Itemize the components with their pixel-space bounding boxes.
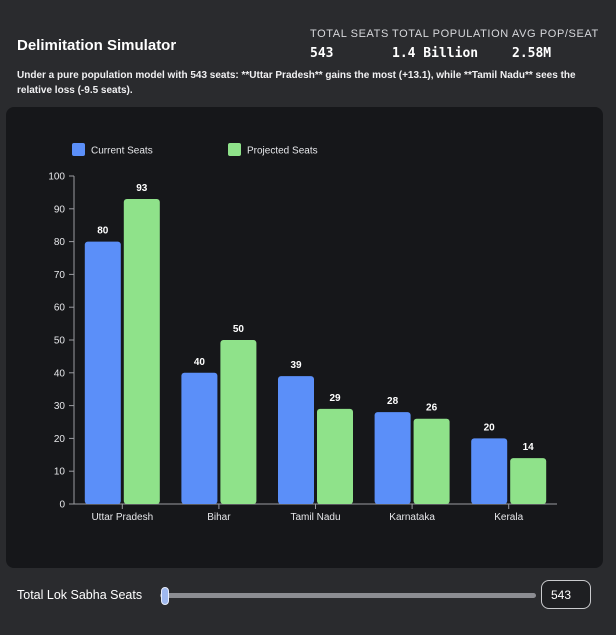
app-title: Delimitation Simulator <box>17 37 177 54</box>
data-label: 80 <box>97 226 109 237</box>
stat-label: TOTAL SEATS <box>310 28 389 40</box>
stat-value: 543 <box>310 46 334 61</box>
y-tick-label: 50 <box>54 336 66 347</box>
y-tick-label: 30 <box>54 401 66 412</box>
seats-slider[interactable] <box>160 586 536 606</box>
stat-avg-pop-seat: AVG POP/SEAT 2.58M <box>512 28 599 61</box>
bar-projected <box>510 458 547 504</box>
bar-current <box>374 412 411 504</box>
bar-chart: 0 10 20 30 40 50 60 70 80 90 100 Uttar Pradesh 80 93 B… <box>48 143 557 523</box>
y-tick-label: 60 <box>54 303 66 314</box>
bar-projected <box>123 198 160 504</box>
stat-total-seats: TOTAL SEATS 543 <box>310 28 389 61</box>
y-tick-label: 20 <box>54 434 66 445</box>
data-label: 93 <box>136 183 148 194</box>
bar-current <box>84 241 121 504</box>
y-tick-label: 80 <box>54 237 66 248</box>
data-label: 26 <box>426 403 438 414</box>
seats-slider-label: Total Lok Sabha Seats <box>17 588 143 602</box>
slider-thumb[interactable] <box>161 587 169 605</box>
bar-projected <box>317 408 353 504</box>
y-tick-label: 0 <box>59 500 65 511</box>
legend-label: Current Seats <box>91 146 153 157</box>
x-tick-label: Karnataka <box>389 512 435 523</box>
chart-card: 0 10 20 30 40 50 60 70 80 90 100 Uttar Pradesh 80 93 B… <box>6 107 603 568</box>
data-label: 50 <box>233 324 245 335</box>
y-tick-label: 70 <box>54 270 66 281</box>
data-label: 20 <box>484 422 496 433</box>
legend-swatch <box>228 143 241 156</box>
stat-value: 2.58M <box>512 46 552 61</box>
y-tick-label: 90 <box>54 204 66 215</box>
y-tick-label: 100 <box>48 172 65 183</box>
bar-current <box>278 376 314 504</box>
stat-total-population: TOTAL POPULATION 1.4 Billion <box>392 28 509 61</box>
x-tick-label: Kerala <box>494 512 523 523</box>
seats-input[interactable]: 543 <box>541 580 591 609</box>
data-label: 28 <box>387 396 399 407</box>
x-tick-label: Tamil Nadu <box>290 512 340 523</box>
data-label: 40 <box>194 357 206 368</box>
data-label: 39 <box>290 360 302 371</box>
summary-text: Under a pure population model with 543 s… <box>17 70 576 96</box>
bar-current <box>181 372 218 504</box>
y-tick-label: 40 <box>54 368 66 379</box>
legend-swatch <box>72 143 85 156</box>
y-tick-label: 10 <box>54 467 66 478</box>
legend-label: Projected Seats <box>247 146 318 157</box>
bar-projected <box>413 418 450 504</box>
x-tick-label: Uttar Pradesh <box>91 512 153 523</box>
data-label: 29 <box>329 393 341 404</box>
stat-label: AVG POP/SEAT <box>512 28 599 40</box>
bar-current <box>471 438 508 504</box>
x-tick-label: Bihar <box>207 512 231 523</box>
stat-value: 1.4 Billion <box>392 46 479 61</box>
slider-track[interactable] <box>160 593 536 598</box>
data-label: 14 <box>523 442 535 453</box>
bar-projected <box>220 340 257 504</box>
stat-label: TOTAL POPULATION <box>392 28 509 40</box>
